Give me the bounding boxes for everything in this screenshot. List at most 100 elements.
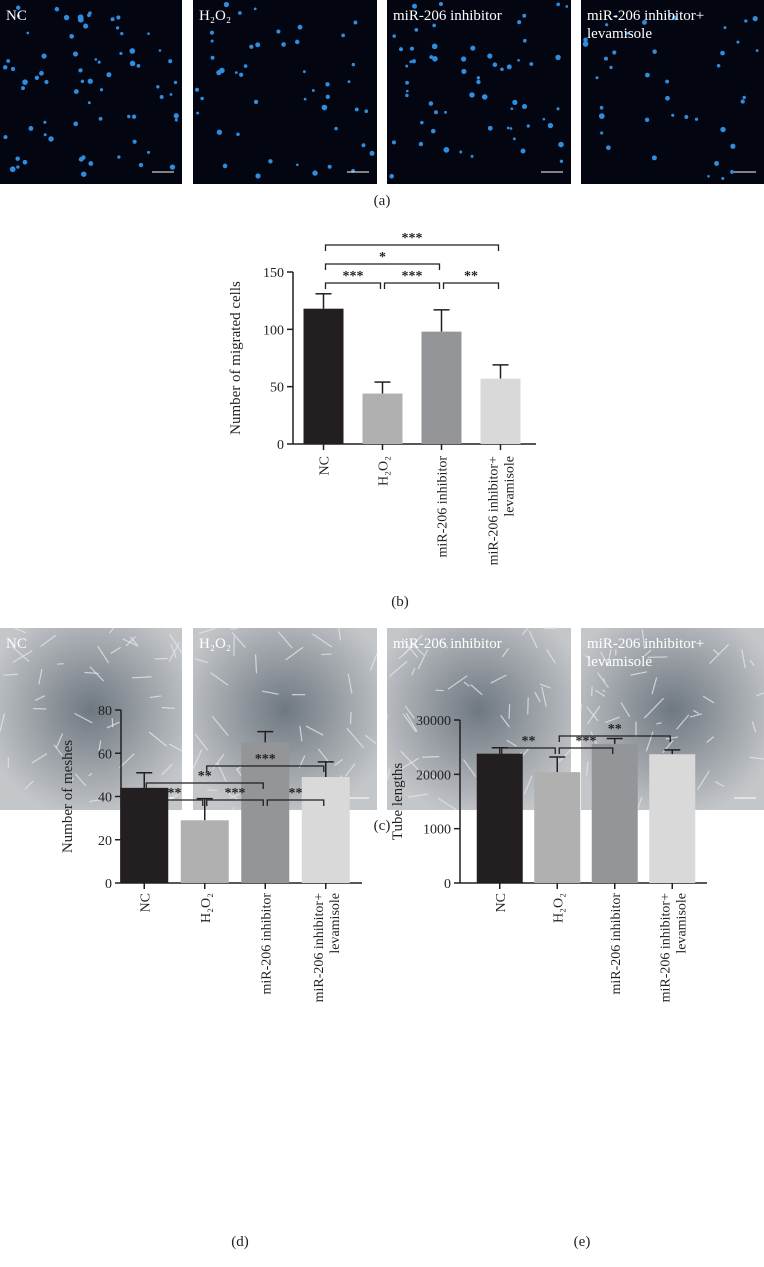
tube-segment [689, 713, 703, 718]
nucleus [268, 159, 273, 164]
tube-segment [645, 731, 654, 752]
nucleus [361, 143, 366, 148]
significance-label: ** [608, 722, 622, 737]
nucleus [409, 46, 415, 51]
nucleus [219, 67, 225, 74]
nucleus [432, 56, 438, 62]
nucleus [651, 155, 657, 161]
tube-segment [346, 727, 365, 749]
nucleus [73, 121, 79, 127]
nucleus [22, 79, 28, 86]
tube-segment [192, 749, 203, 769]
nucleus [730, 169, 735, 174]
nucleus [476, 79, 481, 85]
nucleus [169, 93, 173, 96]
tube-segment [305, 725, 324, 736]
tube-segment [229, 793, 241, 799]
x-tick-label: miR-206 inhibitor+levamisole [658, 893, 689, 1003]
nucleus [668, 14, 672, 18]
nucleus [236, 132, 240, 137]
nucleus [43, 133, 47, 137]
tube-segment [232, 806, 235, 811]
nucleus [347, 80, 351, 84]
nucleus [22, 159, 28, 165]
nucleus [34, 75, 40, 80]
nucleus [77, 14, 84, 21]
nucleus [97, 60, 101, 64]
nucleus [522, 13, 527, 18]
tube-segment [404, 705, 415, 719]
nucleus [652, 49, 657, 54]
nucleus [238, 72, 244, 77]
nucleus [16, 14, 21, 18]
nucleus [99, 88, 104, 92]
nucleus [672, 15, 677, 21]
nucleus [645, 72, 650, 78]
nucleus [752, 15, 758, 22]
tube-segment [405, 712, 418, 733]
nucleus [6, 59, 11, 63]
nucleus [612, 50, 617, 55]
nucleus [559, 159, 564, 163]
nucleus [556, 107, 560, 111]
image-label: miR-206 inhibitor+ levamisole [587, 636, 704, 670]
nucleus [106, 72, 112, 78]
nucleus [599, 105, 604, 110]
nucleus [684, 114, 689, 119]
tube-segment [211, 715, 229, 736]
nucleus [249, 44, 254, 49]
significance-label: *** [402, 231, 423, 246]
nucleus [16, 5, 21, 10]
y-tick-label: 0 [277, 438, 284, 453]
y-tick-label: 60 [98, 747, 112, 762]
nucleus [583, 37, 588, 43]
nucleus [41, 53, 47, 59]
nucleus [87, 13, 91, 18]
tube-segment [399, 757, 420, 771]
nucleus [222, 163, 228, 169]
nucleus [110, 17, 115, 22]
tube-segment [523, 775, 533, 795]
nucleus [614, 14, 618, 18]
significance-label: *** [402, 269, 423, 284]
y-tick-label: 1000 [423, 823, 451, 838]
nucleus [73, 89, 79, 95]
x-tick-label: H₂O₂ [377, 456, 392, 486]
tube-segment [277, 631, 293, 649]
nucleus [327, 164, 332, 169]
nucleus [512, 99, 518, 105]
nucleus [302, 70, 306, 74]
nucleus [730, 143, 736, 149]
nucleus [21, 86, 25, 91]
nucleus [521, 104, 528, 110]
nucleus [200, 96, 204, 101]
nucleus [609, 65, 613, 70]
nucleus [487, 125, 493, 131]
tube-segment [31, 753, 48, 764]
nucleus [334, 126, 338, 131]
image-label: miR-206 inhibitor [393, 636, 502, 652]
nucleus [253, 99, 259, 105]
nucleus [432, 23, 437, 28]
nucleus [600, 131, 604, 135]
nucleus [517, 20, 522, 25]
tube-segment [643, 649, 652, 657]
nucleus [78, 156, 84, 162]
panel-label: (a) [374, 193, 391, 209]
tube-segment [198, 627, 217, 635]
nucleus [714, 161, 720, 166]
tube-segment [587, 705, 601, 725]
nucleus [294, 39, 300, 45]
nucleus [87, 101, 91, 105]
tube-segment [56, 663, 64, 665]
nucleus [147, 32, 150, 36]
significance-label: ** [522, 734, 536, 749]
nucleus [255, 173, 261, 179]
tube-segment [148, 731, 167, 747]
tube-segment [749, 659, 755, 667]
nucleus [44, 79, 49, 85]
nucleus [369, 150, 375, 156]
tube-segment [347, 673, 353, 694]
tube-segment [0, 713, 6, 732]
bar [421, 331, 462, 444]
